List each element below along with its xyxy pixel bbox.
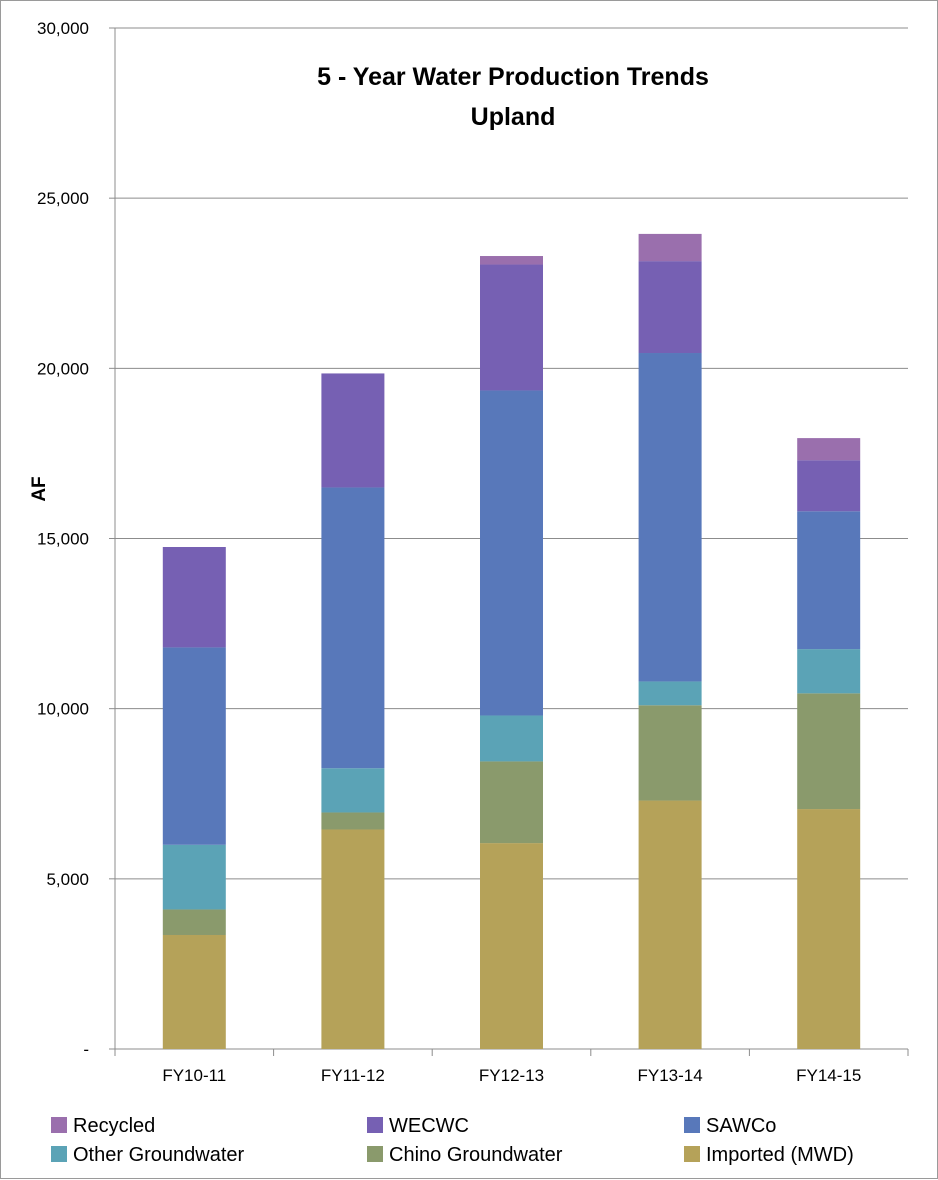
bar-segment xyxy=(321,373,385,488)
bar-segment xyxy=(162,547,226,648)
x-tick-label: FY11-12 xyxy=(321,1066,385,1085)
bar-segment xyxy=(638,233,702,262)
bar-segment xyxy=(797,460,861,512)
bar-segment xyxy=(162,909,226,935)
bar-segment xyxy=(162,647,226,845)
bar-segment xyxy=(321,487,385,769)
y-axis-label: AF xyxy=(29,476,50,501)
legend-swatch xyxy=(684,1117,700,1133)
legend-swatch xyxy=(367,1117,383,1133)
bar-segment xyxy=(480,390,543,716)
bar-segment xyxy=(797,809,861,1049)
bar-segment xyxy=(797,693,861,810)
bar-segment xyxy=(321,829,385,1049)
bar-segment xyxy=(480,843,543,1049)
bar-segment xyxy=(480,715,543,762)
legend-swatch xyxy=(367,1146,383,1162)
bar-segment xyxy=(321,812,385,830)
bar-segment xyxy=(797,511,861,650)
legend-label: SAWCo xyxy=(706,1115,776,1137)
bar-segment xyxy=(797,649,861,694)
chart-title: 5 - Year Water Production Trends xyxy=(317,63,709,91)
legend-swatch xyxy=(51,1146,67,1162)
legend-label: WECWC xyxy=(389,1115,469,1137)
bar-segment xyxy=(321,768,385,813)
legend-swatch xyxy=(51,1117,67,1133)
y-tick-label: 20,000 xyxy=(37,359,89,378)
bar-segment xyxy=(480,761,543,844)
bar-segment xyxy=(638,261,702,354)
y-tick-label: - xyxy=(83,1040,89,1059)
x-tick-label: FY14-15 xyxy=(796,1066,861,1085)
chart-subtitle: Upland xyxy=(471,103,556,131)
x-tick-label: FY13-14 xyxy=(637,1066,702,1085)
bar-segment xyxy=(162,934,226,1049)
y-tick-label: 15,000 xyxy=(37,530,89,549)
bar-segment xyxy=(638,353,702,682)
x-tick-label: FY12-13 xyxy=(479,1066,544,1085)
y-tick-label: 25,000 xyxy=(37,189,89,208)
legend-label: Recycled xyxy=(73,1115,155,1137)
bar-segment xyxy=(162,844,226,910)
bar-segment xyxy=(480,264,543,391)
bar-segment xyxy=(638,705,702,801)
bar-segment xyxy=(480,256,543,265)
x-tick-label: FY10-11 xyxy=(162,1066,226,1085)
y-tick-label: 5,000 xyxy=(46,870,89,889)
legend-swatch xyxy=(684,1146,700,1162)
y-tick-label: 10,000 xyxy=(37,700,89,719)
bar-segment xyxy=(638,800,702,1049)
bar-segment xyxy=(638,681,702,706)
bar-segment xyxy=(797,438,861,461)
y-tick-label: 30,000 xyxy=(37,19,89,38)
legend-label: Other Groundwater xyxy=(73,1144,245,1166)
legend-label: Chino Groundwater xyxy=(389,1144,563,1166)
legend-label: Imported (MWD) xyxy=(706,1144,854,1166)
